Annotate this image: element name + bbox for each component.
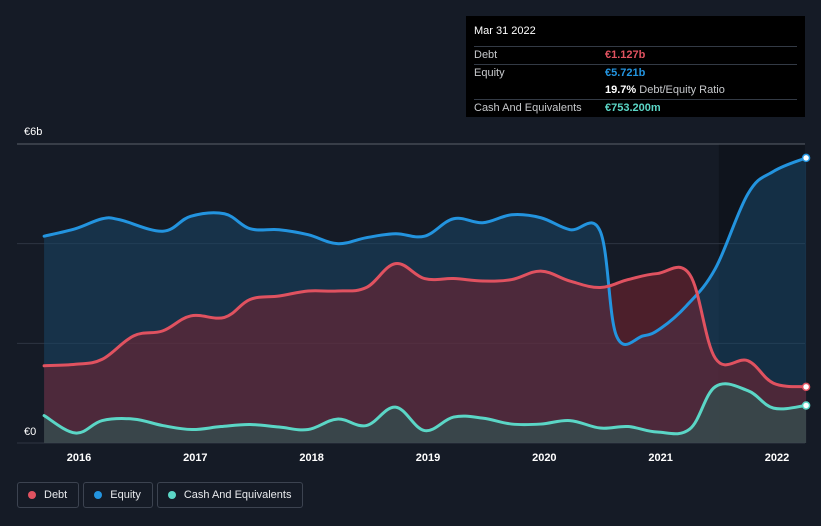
data-tooltip: Mar 31 2022 Debt €1.127b Equity €5.721b … <box>466 16 805 117</box>
tooltip-value-cash: €753.200m <box>605 102 661 114</box>
chart-legend: Debt Equity Cash And Equivalents <box>17 482 304 508</box>
x-tick-label-2022: 2022 <box>765 452 789 464</box>
debt-line <box>42 262 808 389</box>
tooltip-label-equity: Equity <box>474 67 505 79</box>
x-tick-label-2018: 2018 <box>299 452 323 464</box>
tooltip-row-cash: Cash And Equivalents €753.200m <box>474 99 797 117</box>
equity-end-marker <box>801 153 811 163</box>
x-tick-label-2016: 2016 <box>67 452 91 464</box>
cash-and-equivalents-line <box>42 382 808 436</box>
legend-label-equity: Equity <box>110 489 141 501</box>
y-tick-label: €6b <box>24 126 42 138</box>
tooltip-value-equity: €5.721b <box>605 67 646 79</box>
legend-dot-debt <box>28 491 36 499</box>
tooltip-row-debt: Debt €1.127b <box>474 46 797 64</box>
legend-dot-cash <box>167 491 176 499</box>
tooltip-date: Mar 31 2022 <box>474 25 536 37</box>
debt-end-marker <box>801 382 811 392</box>
x-tick-label-2017: 2017 <box>183 452 207 464</box>
tooltip-value-ratio: 19.7% <box>605 84 637 96</box>
legend-label-cash: Cash And Equivalents <box>183 489 292 501</box>
x-tick-label-2019: 2019 <box>416 452 440 464</box>
tooltip-ratio-caption: Debt/Equity Ratio <box>639 84 725 96</box>
tooltip-row-ratio: 19.7% Debt/Equity Ratio <box>474 82 797 99</box>
legend-item-debt[interactable]: Debt <box>17 482 80 508</box>
tooltip-row-equity: Equity €5.721b <box>474 64 797 82</box>
tooltip-value-debt: €1.127b <box>605 49 646 61</box>
x-tick-label-2021: 2021 <box>648 452 672 464</box>
legend-item-cash[interactable]: Cash And Equivalents <box>156 482 304 508</box>
y-tick-label: €0 <box>24 426 36 438</box>
legend-dot-equity <box>94 491 103 499</box>
cash-and-equivalents-end-marker <box>801 401 811 410</box>
tooltip-label-cash: Cash And Equivalents <box>474 102 582 114</box>
tooltip-label-debt: Debt <box>474 49 498 61</box>
equity-line <box>42 156 808 346</box>
legend-item-equity[interactable]: Equity <box>83 482 153 508</box>
x-tick-label-2020: 2020 <box>532 452 556 464</box>
legend-label-debt: Debt <box>44 489 68 501</box>
debt-area <box>44 263 807 443</box>
